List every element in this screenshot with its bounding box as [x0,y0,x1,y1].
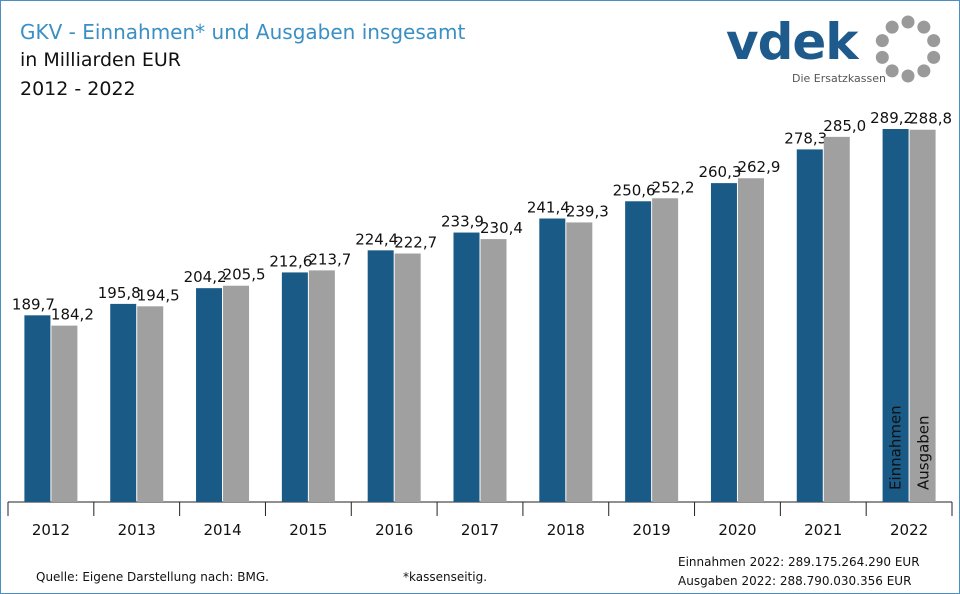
einnahmen-2022-note: Einnahmen 2022: 289.175.264.290 EUR [678,555,920,569]
logo-ring-icon [875,15,941,83]
data-label: 278,3 [784,129,827,147]
x-tick-label: 2020 [718,521,756,539]
bar-einnahmen [625,201,652,502]
x-tick-label: 2012 [32,521,70,539]
vdek-logo: vdek Die Ersatzkassen [726,12,948,88]
bar-ausgaben [737,178,764,502]
x-tick-label: 2017 [461,521,499,539]
bar-ausgaben [51,325,78,502]
bar-einnahmen [281,272,308,502]
bar-einnahmen [367,250,394,502]
logo-ring-dot [927,50,941,64]
logo-ring-dot [875,50,889,64]
data-label: 224,4 [355,230,398,248]
legend-einnahmen: Einnahmen [887,405,905,490]
bar-einnahmen [796,149,823,502]
data-label: 241,4 [527,199,570,217]
bar-ausgaben [909,129,936,502]
logo-ring-dot [917,20,931,34]
data-label: 252,2 [652,178,695,196]
bar-einnahmen [882,129,909,502]
data-label: 288,8 [909,110,952,128]
data-label: 184,2 [51,306,94,324]
bar-einnahmen [710,183,737,502]
x-tick-label: 2013 [118,521,156,539]
logo-ring-dot [927,34,941,48]
x-tick-label: 2014 [203,521,241,539]
data-label: 260,3 [698,163,741,181]
data-label: 262,9 [737,158,780,176]
chart-title: GKV - Einnahmen* und Ausgaben insgesamt [20,20,466,44]
bar-einnahmen [24,315,51,502]
legend-ausgaben: Ausgaben [915,415,933,490]
x-tick-label: 2015 [289,521,327,539]
data-label: 205,5 [223,266,266,284]
chart-period: 2012 - 2022 [20,78,136,100]
logo-ring-dot [917,64,931,78]
x-tick-label: 2022 [890,521,928,539]
data-label: 189,7 [12,295,55,313]
bar-ausgaben [394,253,421,502]
bar-ausgaben [823,136,850,503]
bar-einnahmen [110,303,137,502]
bar-ausgaben [137,306,164,502]
logo-ring-dot [885,64,899,78]
bar-ausgaben [566,222,593,502]
x-tick-label: 2018 [547,521,585,539]
x-tick-label: 2019 [633,521,671,539]
bar-ausgaben [223,285,250,502]
footnote: *kassenseitig. [403,570,488,584]
data-label: 289,2 [870,109,913,127]
bar-einnahmen [453,232,480,502]
data-label: 213,7 [308,250,351,268]
data-label: 250,6 [613,181,656,199]
bar-einnahmen [539,218,566,503]
x-tick-label: 2021 [804,521,842,539]
data-label: 222,7 [394,234,437,252]
data-label: 212,6 [269,252,312,270]
chart-subtitle: in Milliarden EUR [20,49,181,71]
ausgaben-2022-note: Ausgaben 2022: 288.790.030.356 EUR [678,574,912,588]
bar-ausgaben [480,239,507,502]
logo-tagline: Die Ersatzkassen [792,72,886,85]
logo-ring-dot [901,15,915,29]
bar-ausgaben [652,198,679,502]
bar-einnahmen [196,288,223,502]
x-tick-label: 2016 [375,521,413,539]
bar-ausgaben [308,270,335,502]
data-label: 233,9 [441,213,484,231]
logo-ring-dot [885,20,899,34]
data-label: 194,5 [137,286,180,304]
data-label: 239,3 [566,202,609,220]
source-note: Quelle: Eigene Darstellung nach: BMG. [36,570,269,584]
logo-ring-dot [901,69,915,83]
data-label: 285,0 [823,117,866,135]
logo-wordmark: vdek [726,13,859,71]
data-label: 230,4 [480,219,523,237]
data-label: 204,2 [184,268,227,286]
data-label: 195,8 [98,284,141,302]
logo-ring-dot [875,34,889,48]
